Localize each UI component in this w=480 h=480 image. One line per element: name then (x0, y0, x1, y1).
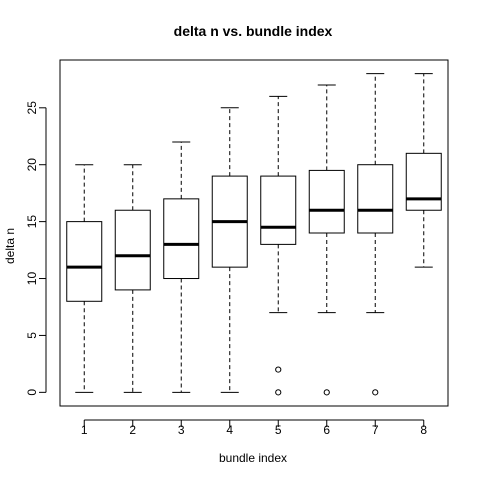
x-tick-label: 2 (129, 423, 136, 437)
x-tick-label: 3 (178, 423, 185, 437)
outlier-point (372, 389, 379, 396)
x-axis-label: bundle index (219, 451, 287, 465)
y-tick-label: 5 (25, 332, 39, 339)
plot-layer: 0 5 10 15 20 25 1 2 3 4 5 6 7 8 (25, 73, 442, 437)
box-iqr (357, 164, 394, 234)
outlier-point (323, 389, 330, 396)
box-iqr (308, 169, 345, 234)
box-iqr (163, 198, 200, 280)
x-tick-label: 8 (420, 423, 427, 437)
box-iqr (66, 221, 103, 302)
x-tick-label: 6 (323, 423, 330, 437)
y-tick-label: 10 (25, 272, 39, 286)
y-tick-label: 15 (25, 215, 39, 229)
y-tick-label: 25 (25, 101, 39, 115)
box-iqr (114, 209, 151, 291)
box-iqr (260, 175, 297, 245)
box-iqr (405, 152, 442, 211)
plot-frame (59, 59, 449, 407)
y-axis-label: delta n (3, 228, 17, 264)
y-tick-label: 0 (25, 389, 39, 396)
x-tick-label: 4 (226, 423, 233, 437)
x-tick-label: 1 (81, 423, 88, 437)
outlier-point (275, 366, 282, 373)
x-tick-label: 7 (372, 423, 379, 437)
outlier-point (275, 389, 282, 396)
chart-title: delta n vs. bundle index (174, 23, 333, 39)
y-tick-label: 20 (25, 158, 39, 172)
x-tick-label: 5 (275, 423, 282, 437)
